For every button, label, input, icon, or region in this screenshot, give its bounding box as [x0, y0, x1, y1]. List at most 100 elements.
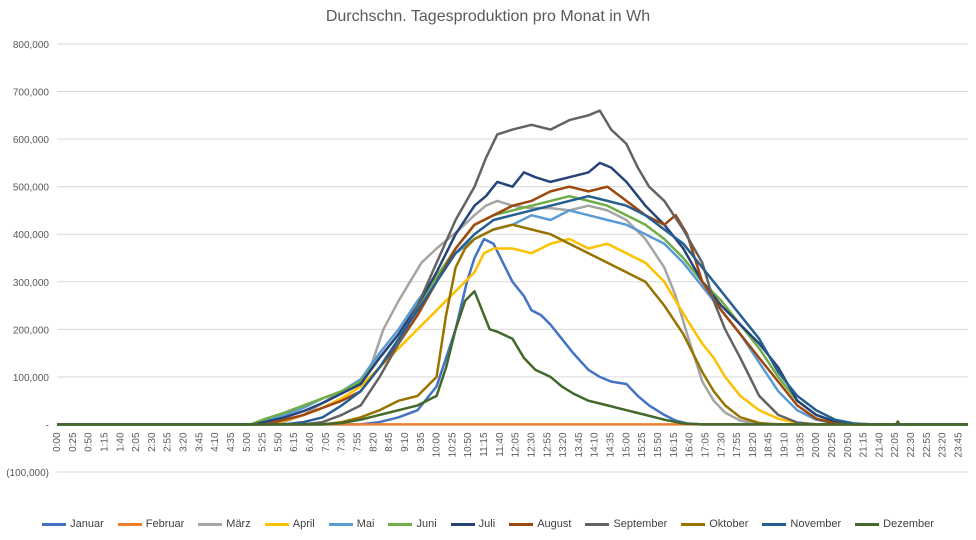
legend-item-november: November	[762, 518, 841, 530]
y-tick-label: 300,000	[13, 278, 50, 289]
legend-label: September	[613, 518, 668, 530]
y-tick-label: 500,000	[13, 183, 50, 194]
x-tick-label: 7:55	[353, 432, 364, 452]
legend-label: März	[226, 518, 251, 530]
legend-label: Mai	[356, 518, 375, 530]
chart-title: Durchschn. Tagesproduktion pro Monat in …	[325, 8, 651, 25]
legend-swatch	[855, 522, 880, 526]
legend-item-mai: Mai	[328, 518, 375, 530]
x-tick-label: 19:35	[795, 432, 806, 457]
x-tick-label: 7:30	[337, 432, 348, 452]
y-tick-label: -	[46, 420, 49, 431]
x-tick-label: 4:35	[226, 432, 237, 452]
x-tick-label: 11:15	[479, 432, 490, 457]
legend-item-dezember: Dezember	[855, 518, 934, 530]
x-tick-label: 8:45	[384, 432, 395, 452]
x-tick-label: 5:25	[258, 432, 269, 452]
x-tick-label: 5:00	[242, 432, 253, 452]
legend-label: Juli	[478, 518, 496, 530]
legend-swatch	[762, 522, 787, 526]
legend-swatch	[117, 522, 142, 526]
series-line-mai	[57, 209, 968, 426]
x-tick-label: 14:10	[590, 432, 601, 457]
x-tick-label: 19:10	[780, 432, 791, 457]
series-line-juni	[57, 194, 968, 426]
x-tick-label: 0:50	[84, 432, 95, 452]
x-tick-label: 10:25	[447, 432, 458, 457]
x-tick-label: 21:40	[874, 432, 885, 457]
x-tick-label: 21:15	[859, 432, 870, 457]
x-tick-label: 13:45	[574, 432, 585, 457]
y-tick-label: 700,000	[13, 88, 50, 99]
x-tick-label: 23:45	[954, 432, 965, 457]
x-tick-label: 1:15	[99, 432, 110, 452]
series-lines	[57, 109, 968, 426]
x-tick-label: 8:20	[368, 432, 379, 452]
x-tick-label: 16:15	[669, 432, 680, 457]
x-tick-label: 3:20	[179, 432, 190, 452]
series-line-januar	[57, 237, 968, 426]
legend-item-juni: Juni	[388, 518, 437, 530]
legend-swatch	[328, 522, 353, 526]
x-tick-label: 18:45	[764, 432, 775, 457]
legend-label: April	[292, 518, 315, 530]
x-tick-label: 0:25	[68, 432, 79, 452]
x-tick-label: 2:55	[163, 432, 174, 452]
legend-item-januar: Januar	[42, 518, 104, 530]
x-tick-label: 20:00	[811, 432, 822, 457]
x-tick-label: 23:20	[938, 432, 949, 457]
x-tick-label: 9:10	[400, 432, 411, 452]
x-tick-label: 10:00	[432, 432, 443, 457]
x-tick-label: 16:40	[685, 432, 696, 457]
series-line-september	[57, 109, 968, 426]
legend-label: Juni	[416, 518, 437, 530]
series-line-november	[57, 194, 968, 426]
y-axis-tick-labels: (100,000) - 100,000 200,000 300,000 400,000 50…	[6, 40, 49, 479]
x-tick-label: 7:05	[321, 432, 332, 452]
x-tick-label: 9:35	[416, 432, 427, 452]
x-tick-label: 14:35	[606, 432, 617, 457]
x-tick-label: 12:05	[511, 432, 522, 457]
x-tick-label: 10:50	[463, 432, 474, 457]
legend-item-februar: Februar	[117, 518, 185, 530]
legend-item-oktober: Oktober	[681, 518, 748, 530]
legend-swatch	[42, 522, 67, 526]
legend-item-juli: Juli	[450, 518, 496, 530]
x-tick-label: 13:20	[558, 432, 569, 457]
legend-swatch	[388, 522, 413, 526]
series-line-juli	[57, 161, 968, 426]
x-tick-label: 15:00	[621, 432, 632, 457]
x-tick-label: 22:55	[922, 432, 933, 457]
x-tick-label: 11:40	[495, 432, 506, 457]
legend-swatch	[681, 522, 706, 526]
x-tick-label: 6:15	[289, 432, 300, 452]
x-tick-label: 20:50	[843, 432, 854, 457]
x-tick-label: 17:05	[700, 432, 711, 457]
legend-item-september: September	[585, 518, 667, 530]
legend-label: Februar	[145, 518, 185, 530]
legend: Januar Februar März April Mai Juni Juli August S…	[0, 518, 976, 530]
x-tick-label: 1:40	[115, 432, 126, 452]
x-tick-label: 18:20	[748, 432, 759, 457]
legend-label: November	[790, 518, 842, 530]
x-tick-label: 6:40	[305, 432, 316, 452]
x-tick-label: 2:30	[147, 432, 158, 452]
series-line-april	[57, 237, 968, 426]
legend-swatch	[450, 522, 475, 526]
y-tick-label: 800,000	[13, 40, 50, 51]
x-axis-tick-labels: 0:00 0:25 0:50 1:15 1:40 2:05 2:30 2:55 3:20 3:45…	[52, 432, 965, 457]
x-tick-label: 15:50	[653, 432, 664, 457]
grid-lines	[57, 43, 968, 473]
x-tick-label: 22:30	[906, 432, 917, 457]
legend-label: Dezember	[883, 518, 934, 530]
legend-swatch	[509, 522, 534, 526]
legend-item-april: April	[264, 518, 315, 530]
series-line-dezember	[57, 290, 968, 426]
x-tick-label: 3:45	[194, 432, 205, 452]
legend-item-august: August	[509, 518, 571, 530]
x-tick-label: 22:05	[890, 432, 901, 457]
x-tick-label: 12:55	[542, 432, 553, 457]
x-tick-label: 2:05	[131, 432, 142, 452]
x-tick-label: 17:55	[732, 432, 743, 457]
